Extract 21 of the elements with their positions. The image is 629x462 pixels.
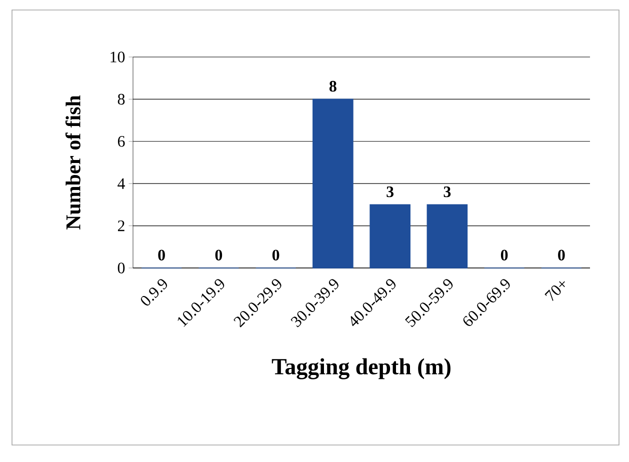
data-label: 0 <box>215 250 222 260</box>
x-axis-title: Tagging depth (m) <box>272 358 450 380</box>
data-label: 0 <box>500 250 508 260</box>
x-tick-label: 0.9.9 <box>140 279 168 306</box>
data-label: 3 <box>444 186 451 198</box>
y-tick-label: 8 <box>118 94 125 105</box>
y-tick-label: 10 <box>110 52 125 62</box>
data-label: 0 <box>272 250 280 260</box>
y-tick-label: 0 <box>118 262 125 274</box>
y-tick-label: 2 <box>118 220 124 232</box>
bar <box>312 98 354 268</box>
bar <box>370 204 410 268</box>
bar <box>426 204 468 268</box>
y-tick-label: 4 <box>118 178 125 189</box>
data-label: 8 <box>329 80 336 92</box>
y-axis-title: Number of fish <box>65 95 80 230</box>
data-label: 3 <box>386 186 394 198</box>
y-tick-label: 6 <box>118 136 125 147</box>
x-tick-label: 70+ <box>544 281 565 302</box>
data-label: 0 <box>158 250 165 260</box>
data-label: 0 <box>558 250 565 260</box>
